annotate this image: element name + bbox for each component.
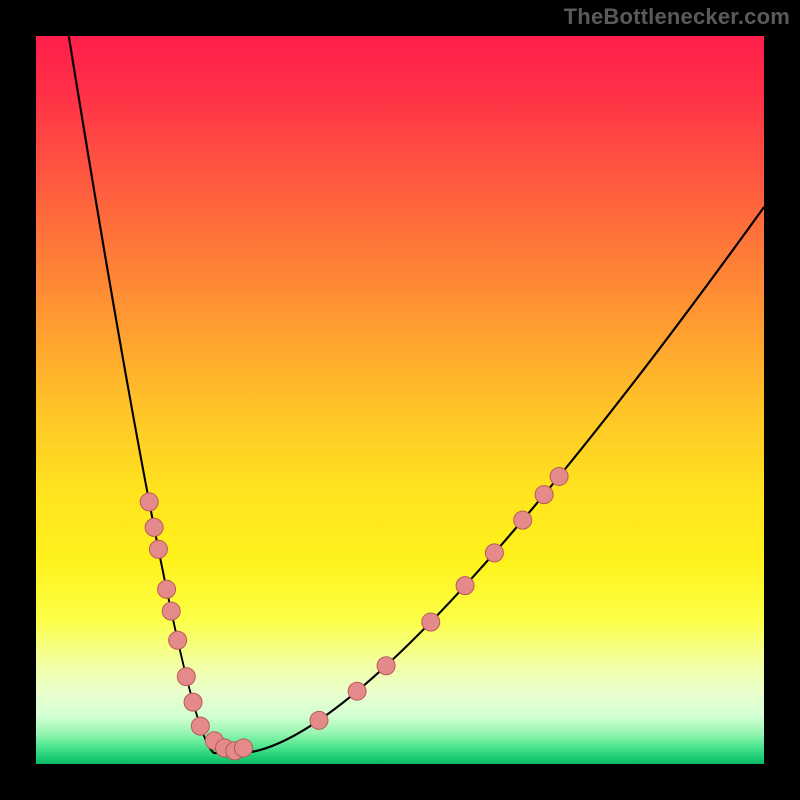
- data-marker: [348, 682, 366, 700]
- data-marker: [422, 613, 440, 631]
- data-marker: [310, 711, 328, 729]
- data-marker: [514, 511, 532, 529]
- gradient-background: [36, 36, 764, 764]
- data-marker: [184, 693, 202, 711]
- data-marker: [485, 544, 503, 562]
- plot-area: [36, 36, 764, 764]
- data-marker: [191, 717, 209, 735]
- watermark-text: TheBottlenecker.com: [564, 4, 790, 30]
- data-marker: [162, 602, 180, 620]
- image-frame: TheBottlenecker.com: [0, 0, 800, 800]
- data-marker: [145, 518, 163, 536]
- data-marker: [456, 577, 474, 595]
- data-marker: [234, 739, 252, 757]
- data-marker: [140, 493, 158, 511]
- data-marker: [550, 467, 568, 485]
- plot-svg: [36, 36, 764, 764]
- data-marker: [149, 540, 167, 558]
- data-marker: [377, 657, 395, 675]
- data-marker: [535, 486, 553, 504]
- data-marker: [169, 631, 187, 649]
- data-marker: [177, 668, 195, 686]
- data-marker: [158, 580, 176, 598]
